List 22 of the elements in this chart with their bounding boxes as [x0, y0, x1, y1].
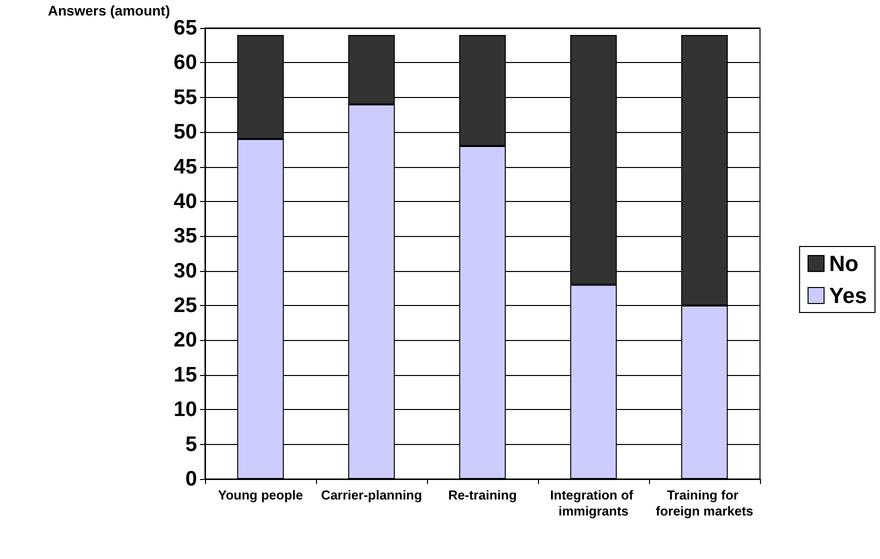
y-tick-label: 30 — [174, 259, 197, 282]
y-tick-label: 0 — [185, 468, 197, 490]
y-axis-title: Answers (amount) — [48, 2, 170, 19]
x-tick-label: Carrier-planning — [320, 488, 422, 502]
y-tick-label: 20 — [174, 328, 197, 352]
y-tick-label: 35 — [174, 224, 198, 248]
x-tick-label: Young people — [218, 488, 303, 502]
y-tick-label: 65 — [174, 16, 198, 40]
y-tick-label: 25 — [174, 294, 198, 318]
y-tick-label: 55 — [174, 86, 198, 109]
x-tick-label: Training for foreign markets — [656, 488, 754, 518]
legend-label: Yes — [829, 283, 868, 308]
y-tick-label: 50 — [174, 120, 197, 144]
x-tick-label: Integration of immigrants — [550, 488, 637, 518]
y-tick-label: 5 — [185, 432, 198, 456]
y-tick-label: 60 — [174, 51, 197, 74]
legend-label: No — [829, 251, 858, 276]
y-tick-label: 10 — [174, 398, 197, 422]
y-tick-label: 40 — [174, 190, 197, 213]
y-tick-label: 15 — [174, 363, 198, 386]
y-tick-label: 45 — [174, 155, 198, 178]
x-tick-label: Re-training — [448, 488, 517, 502]
